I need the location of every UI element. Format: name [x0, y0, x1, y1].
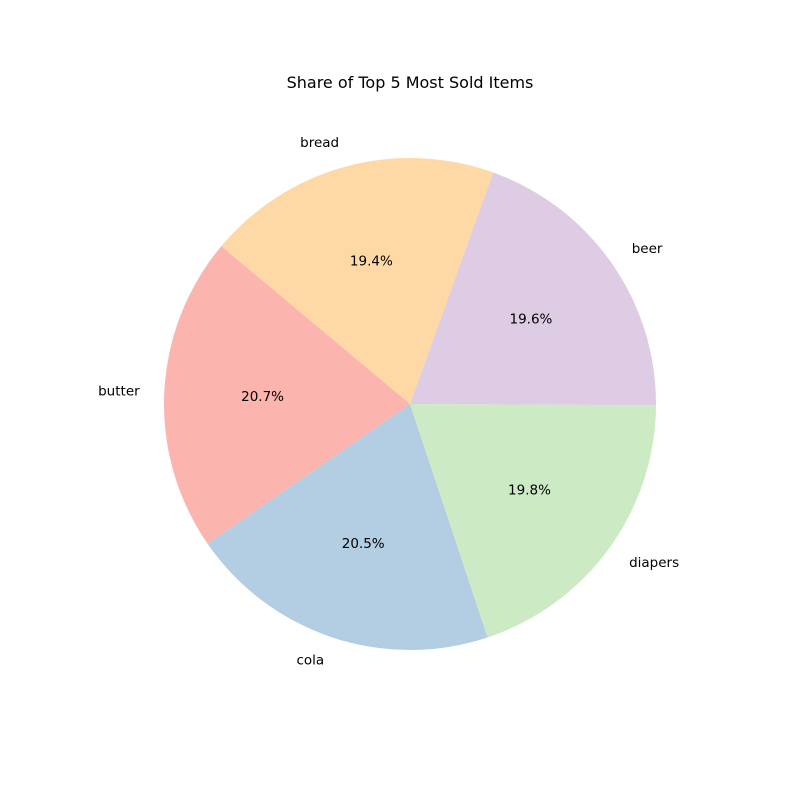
slice-percent-beer: 19.6% — [509, 311, 552, 327]
slice-label-diapers: diapers — [629, 555, 679, 571]
slice-percent-butter: 20.7% — [241, 389, 284, 405]
slice-percent-diapers: 19.8% — [508, 483, 551, 499]
pie-slice-cola — [207, 404, 488, 651]
pie-slice-beer — [410, 172, 657, 406]
slice-label-beer: beer — [632, 241, 663, 257]
slice-percent-cola: 20.5% — [342, 536, 385, 552]
pie-slices — [164, 158, 657, 651]
slice-percent-bread: 19.4% — [350, 254, 393, 270]
pie-slice-bread — [221, 158, 494, 404]
pie-slice-diapers — [410, 404, 656, 638]
slice-label-bread: bread — [300, 135, 339, 151]
slice-label-butter: butter — [98, 384, 140, 400]
pie-labels: beer 19.6% bread 19.4% butter 20.7% cola 20.5% d… — [98, 135, 679, 669]
slice-label-cola: cola — [297, 653, 325, 669]
pie-slice-butter — [164, 246, 410, 544]
chart-title: Share of Top 5 Most Sold Items — [287, 73, 534, 92]
